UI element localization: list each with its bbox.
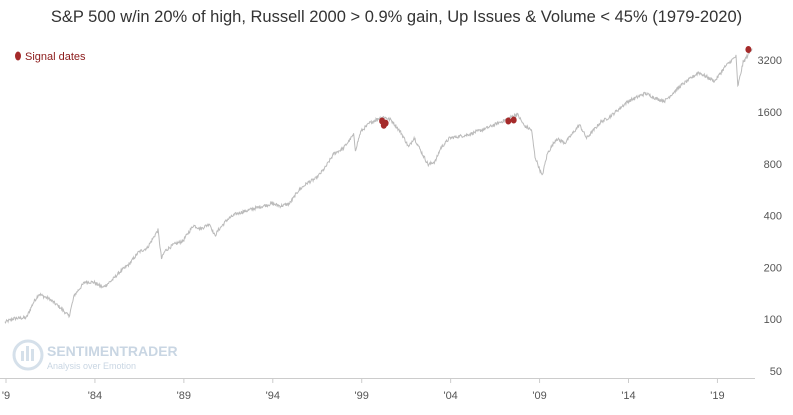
signal-marker <box>510 116 517 124</box>
x-tick-label: '84 <box>88 390 102 402</box>
x-tick-label: '19 <box>710 390 724 402</box>
x-tick-label: '94 <box>266 390 280 402</box>
y-tick-label: 200 <box>764 262 782 274</box>
watermark-logo-icon <box>12 339 44 371</box>
legend-marker <box>15 51 21 61</box>
price-series-line <box>4 48 753 324</box>
x-tick-label: '89 <box>177 390 191 402</box>
y-tick-label: 3200 <box>758 55 782 67</box>
legend: Signal dates <box>15 51 86 63</box>
x-axis: '9 '84 '89 '94 '99 '04 '09 '14 '19 <box>0 378 755 402</box>
y-tick-label: 100 <box>764 314 782 326</box>
y-tick-label: 800 <box>764 159 782 171</box>
x-tick-label: '09 <box>532 390 546 402</box>
watermark-tagline: Analysis over Emotion <box>47 361 136 371</box>
signal-marker <box>380 121 387 129</box>
signal-marker <box>745 46 752 53</box>
legend-label-signal-dates: Signal dates <box>25 51 86 63</box>
watermark-name: SENTIMENTRADER <box>47 343 178 359</box>
watermark-logo: SENTIMENTRADER Analysis over Emotion <box>12 339 178 371</box>
y-tick-label: 50 <box>770 366 782 378</box>
chart-title: S&P 500 w/in 20% of high, Russell 2000 >… <box>50 8 743 26</box>
x-tick-label: '14 <box>621 390 635 402</box>
y-axis: 50 100 200 400 800 1600 3200 <box>758 55 782 378</box>
x-tick-label: '04 <box>443 390 457 402</box>
y-tick-label: 1600 <box>758 107 782 119</box>
y-tick-label: 400 <box>764 211 782 223</box>
x-tick-label: '99 <box>355 390 369 402</box>
x-tick-label: '9 <box>2 390 10 402</box>
signal-marker <box>505 117 512 125</box>
plot-area <box>4 46 753 324</box>
